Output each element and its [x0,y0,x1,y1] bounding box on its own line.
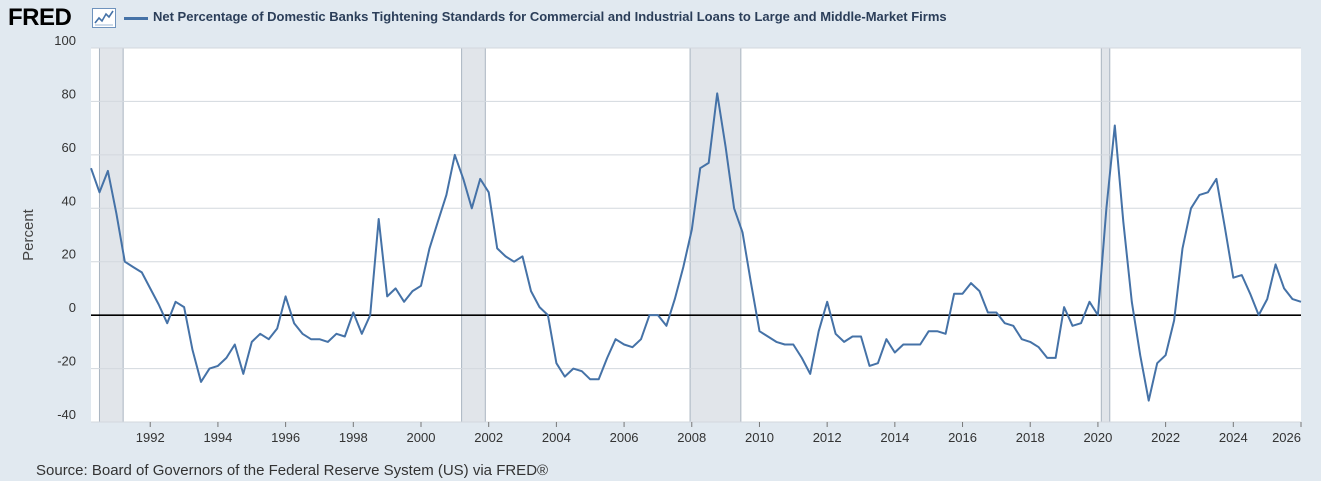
x-tick-label: 2024 [1219,430,1248,445]
x-tick-label: 2004 [542,430,571,445]
source-note: Source: Board of Governors of the Federa… [36,462,549,479]
x-tick-label: 2016 [948,430,977,445]
recession-band [1100,47,1111,423]
x-tick-label: 2018 [1016,430,1045,445]
x-tick-label: 2006 [610,430,639,445]
x-tick-label: 2026 [1272,430,1301,445]
y-axis-label: Percent [20,208,37,261]
y-tick-label: 20 [62,247,76,262]
x-tick-label: 1994 [203,430,232,445]
y-tick-label: 60 [62,140,76,155]
x-tick-label: 1996 [271,430,300,445]
y-tick-label: 100 [54,33,76,48]
y-tick-label: -20 [57,354,76,369]
y-tick-label: 80 [62,86,76,101]
y-tick-label: -40 [57,407,76,422]
fred-logo[interactable]: FRED [8,4,72,31]
x-tick-label: 2014 [880,430,909,445]
x-tick-label: 1992 [136,430,165,445]
legend-swatch [124,17,148,20]
x-tick-label: 2012 [813,430,842,445]
trend-line-icon [92,8,116,28]
x-tick-label: 2022 [1151,430,1180,445]
x-tick-label: 2010 [745,430,774,445]
series-line [90,92,1302,402]
y-tick-label: 40 [62,193,76,208]
chart-title: Net Percentage of Domestic Banks Tighten… [153,9,947,24]
y-tick-label: 0 [69,300,76,315]
recession-band [461,47,486,423]
x-tick-label: 1998 [339,430,368,445]
x-tick-label: 2002 [474,430,503,445]
x-tick-label: 2008 [677,430,706,445]
chart-header: FRED Net Percentage of Domestic Banks Ti… [0,0,1321,36]
x-tick-label: 2020 [1083,430,1112,445]
x-tick-label: 2000 [407,430,436,445]
